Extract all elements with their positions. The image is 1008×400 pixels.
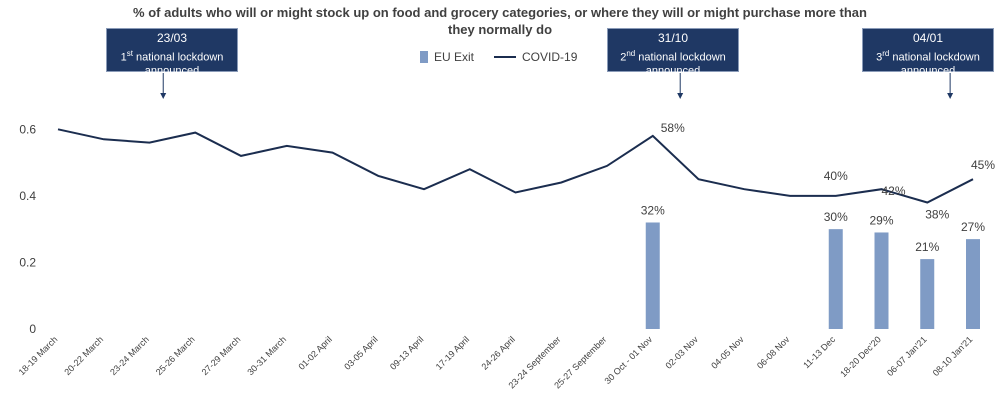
covid-data-label: 58% — [661, 121, 685, 135]
covid-data-label: 42% — [881, 184, 905, 198]
x-tick-label: 30-31 March — [245, 334, 288, 377]
data-labels: 32% 30% 29% 21% 27% 58% 40% 42% 38% 45% — [641, 121, 996, 254]
callout-2-date: 31/10 — [657, 31, 689, 45]
eu-exit-data-label: 27% — [961, 220, 985, 234]
callout-lockdown-2: 31/10 2nd national lockdown announced — [607, 28, 739, 77]
callout-1-suffix: st — [126, 49, 133, 58]
callout-3-date: 04/01 — [912, 31, 944, 45]
y-tick-label: 0 — [29, 322, 36, 336]
y-tick-label: 0.6 — [19, 122, 36, 136]
legend-covid-label: COVID-19 — [522, 50, 578, 64]
y-tick-label: 0.2 — [19, 255, 36, 269]
x-tick-label: 01-02 April — [296, 334, 333, 371]
eu-exit-data-label: 30% — [824, 210, 848, 224]
x-tick-label: 18-19 March — [17, 334, 60, 377]
callout-3-ordinal: 3 — [876, 51, 883, 64]
callout-2-suffix: nd — [626, 49, 636, 58]
x-tick-label: 30 Oct - 01 Nov — [603, 334, 655, 386]
x-tick-label: 23-24 March — [108, 334, 151, 377]
x-tick-label: 25-26 March — [154, 334, 197, 377]
x-tick-label: 04-05 Nov — [709, 334, 746, 371]
legend-covid-swatch — [494, 56, 517, 58]
x-tick-label: 03-05 April — [342, 334, 379, 371]
x-tick-label: 17-19 April — [434, 334, 471, 371]
x-tick-label: 24-26 April — [479, 334, 516, 371]
callout-3-text: national lockdown — [889, 51, 980, 64]
callout-lockdown-1: 23/03 1st national lockdown announced — [106, 28, 238, 77]
covid-data-label: 40% — [824, 169, 848, 183]
chart-title: % of adults who will or might stock up o… — [133, 5, 867, 37]
covid-data-label: 38% — [925, 208, 949, 222]
callout-arrows — [160, 73, 954, 99]
x-tick-label: 20-22 March — [62, 334, 105, 377]
callout-1-text2: announced — [144, 64, 200, 77]
callout-3-text2: announced — [900, 64, 956, 77]
callout-3-suffix: rd — [882, 49, 890, 58]
x-tick-label: 11-13 Dec — [801, 334, 837, 370]
covid-data-label: 45% — [971, 158, 995, 172]
callout-arrow-head — [677, 93, 684, 99]
callout-2-text: national lockdown — [635, 51, 726, 64]
x-tick-label: 06-08 Nov — [755, 334, 792, 371]
callout-1-text: national lockdown — [132, 51, 224, 64]
callout-2-text2: announced — [645, 64, 701, 77]
y-tick-label: 0.4 — [19, 189, 36, 203]
x-tick-label: 02-03 Nov — [663, 334, 700, 371]
legend-eu-exit-label: EU Exit — [434, 50, 475, 64]
y-axis: 0 0.2 0.4 0.6 — [19, 122, 36, 336]
eu-exit-bars — [645, 222, 980, 329]
x-tick-label: 08-10 Jan'21 — [931, 334, 975, 378]
callout-1-ordinal: 1 — [120, 51, 127, 64]
eu-exit-bar — [828, 229, 843, 329]
legend: EU Exit COVID-19 — [420, 50, 577, 64]
legend-eu-exit-swatch — [420, 51, 428, 63]
callout-arrow-head — [160, 93, 167, 99]
callout-1-date: 23/03 — [156, 31, 188, 45]
callout-2-ordinal: 2 — [620, 51, 627, 64]
eu-exit-bar — [874, 232, 889, 329]
covid-19-line — [57, 128, 974, 204]
x-axis: 18-19 March 20-22 March 23-24 March 25-26 M… — [17, 334, 975, 391]
eu-exit-bar — [645, 222, 660, 329]
callout-lockdown-3: 04/01 3rd national lockdown announced — [862, 28, 994, 77]
x-tick-label: 27-29 March — [200, 334, 243, 377]
eu-exit-data-label: 21% — [915, 240, 939, 254]
callout-arrow-head — [947, 93, 954, 99]
eu-exit-bar — [920, 259, 935, 329]
x-tick-label: 09-13 April — [388, 334, 425, 371]
eu-exit-data-label: 32% — [641, 203, 665, 217]
x-tick-label: 06-07 Jan'21 — [885, 334, 929, 378]
eu-exit-bar — [966, 239, 980, 329]
x-tick-label: 18-20 Dec'20 — [838, 334, 883, 379]
eu-exit-data-label: 29% — [869, 213, 893, 227]
